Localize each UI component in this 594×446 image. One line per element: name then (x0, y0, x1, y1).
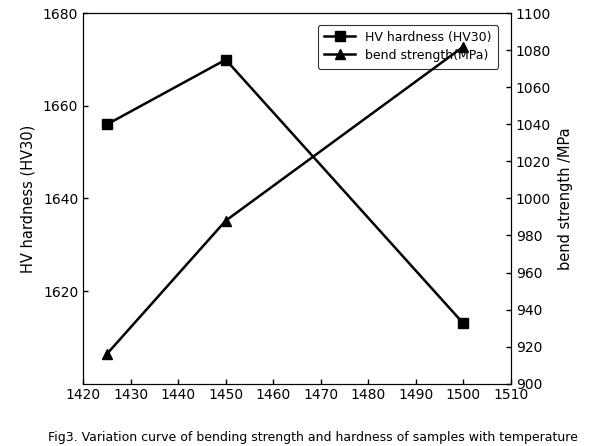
Line: bend strength(MPa): bend strength(MPa) (102, 42, 468, 359)
HV hardness (HV30) (460, 321, 467, 326)
Text: Fig3. Variation curve of bending strength and hardness of samples with temperatu: Fig3. Variation curve of bending strengt… (48, 431, 577, 444)
HV hardness (HV30) (222, 57, 229, 62)
Y-axis label: bend strength /MPa: bend strength /MPa (558, 127, 573, 270)
bend strength(MPa) (103, 351, 110, 357)
bend strength(MPa) (460, 44, 467, 50)
HV hardness (HV30) (103, 122, 110, 127)
Line: HV hardness (HV30): HV hardness (HV30) (102, 55, 468, 328)
bend strength(MPa) (222, 218, 229, 223)
Y-axis label: HV hardness (HV30): HV hardness (HV30) (21, 124, 36, 273)
Legend: HV hardness (HV30), bend strength(MPa): HV hardness (HV30), bend strength(MPa) (318, 25, 498, 69)
